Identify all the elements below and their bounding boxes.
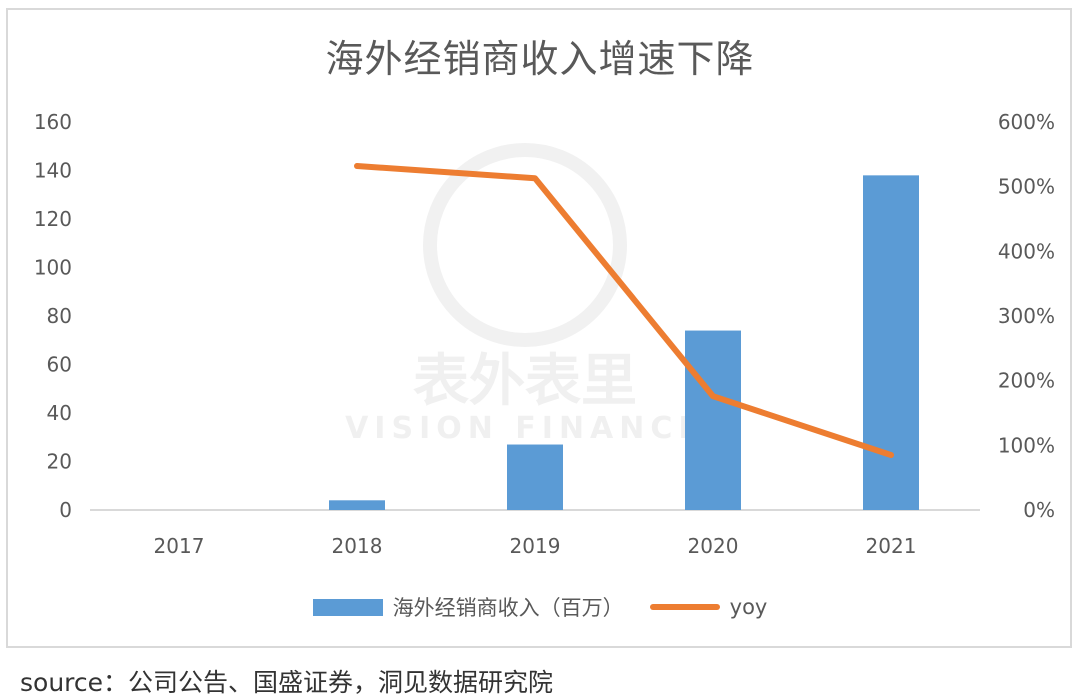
source-note: source：公司公告、国盛证券，洞见数据研究院: [20, 668, 554, 697]
bar: [329, 500, 385, 510]
left-axis-tick: 80: [47, 304, 72, 328]
bar: [685, 330, 741, 510]
yoy-line: [354, 162, 894, 459]
right-axis-tick: 200%: [998, 369, 1055, 393]
legend-bar-swatch: [312, 598, 383, 616]
right-axis-tick: 500%: [998, 175, 1055, 199]
left-axis-tick: 60: [47, 353, 72, 377]
watermark-logo-icon: [423, 143, 627, 347]
left-axis-tick: 160: [34, 110, 72, 134]
right-axis-tick: 100%: [998, 433, 1055, 457]
right-axis-tick: 0%: [1023, 498, 1055, 522]
x-axis-tick: 2021: [866, 534, 917, 558]
x-axis-tick: 2018: [332, 534, 383, 558]
left-axis-tick: 20: [47, 450, 72, 474]
right-axis-tick: 300%: [998, 304, 1055, 328]
bar: [863, 175, 919, 510]
legend-line-swatch: [649, 604, 720, 610]
legend-bar-label: 海外经销商收入（百万）: [392, 596, 624, 620]
x-axis-tick: 2019: [510, 534, 561, 558]
watermark-cn: 表外表里: [413, 349, 637, 414]
chart-title: 海外经销商收入增速下降: [325, 37, 755, 81]
legend: 海外经销商收入（百万） yoy: [0, 592, 1080, 622]
legend-line-label: yoy: [729, 595, 768, 619]
watermark-en: VISION FINANCE: [345, 411, 705, 446]
left-axis-tick: 0: [59, 498, 72, 522]
left-axis-tick: 120: [34, 207, 72, 231]
right-axis-tick: 400%: [998, 239, 1055, 263]
x-axis-tick: 2020: [688, 534, 739, 558]
left-axis-tick: 140: [34, 159, 72, 183]
left-axis-tick: 40: [47, 401, 72, 425]
x-axis-tick: 2017: [154, 534, 205, 558]
bar: [507, 444, 563, 510]
left-axis-tick: 100: [34, 256, 72, 280]
right-axis-tick: 600%: [998, 110, 1055, 134]
